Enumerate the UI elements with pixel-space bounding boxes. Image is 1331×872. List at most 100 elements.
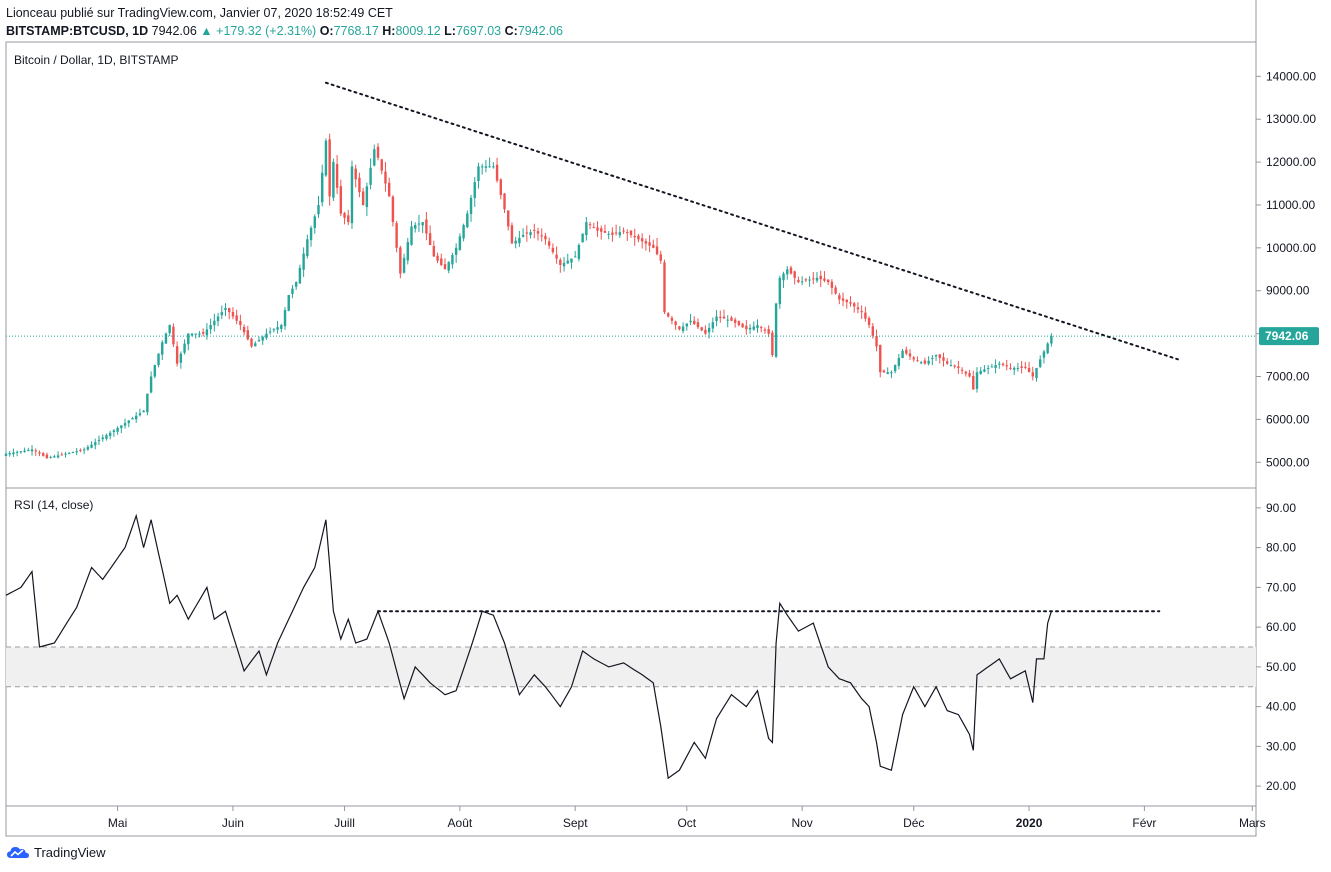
candle-up <box>566 260 569 264</box>
time-tick-label: Oct <box>677 816 696 830</box>
candle-down <box>845 299 848 303</box>
candle-down <box>231 311 235 317</box>
candle-down <box>864 312 867 319</box>
chart-header: Lionceau publié sur TradingView.com, Jan… <box>6 4 563 40</box>
candle-up <box>350 166 354 224</box>
price-trendline <box>324 81 1179 361</box>
candle-up <box>990 366 994 368</box>
candle-down <box>629 230 633 235</box>
candle-down <box>826 279 830 283</box>
candle-up <box>53 456 56 458</box>
candle-down <box>440 258 443 265</box>
candle-up <box>451 254 454 265</box>
last-price-badge <box>1259 327 1319 346</box>
candle-up <box>131 418 134 420</box>
candle-up <box>949 365 953 367</box>
candle-up <box>893 365 897 372</box>
candle-down <box>79 449 82 451</box>
price-tick-label: 12000.00 <box>1266 155 1316 169</box>
candle-up <box>97 439 101 441</box>
candle-down <box>533 229 536 231</box>
candle-up <box>108 432 112 436</box>
candle-down <box>953 365 956 367</box>
candle-up <box>161 342 164 355</box>
publish-line: Lionceau publié sur TradingView.com, Jan… <box>6 6 393 20</box>
candle-up <box>317 204 320 215</box>
candle-up <box>521 234 525 237</box>
candle-up <box>410 226 413 245</box>
candle-down <box>797 279 800 283</box>
candle-up <box>752 326 755 330</box>
candle-up <box>1050 336 1053 344</box>
candle-down <box>228 308 231 313</box>
candle-down <box>201 331 205 334</box>
candle-up <box>919 362 923 364</box>
candle-up <box>127 420 130 424</box>
candle-down <box>882 370 886 373</box>
candle-down <box>655 246 659 255</box>
candle-down <box>879 344 882 373</box>
candle-up <box>276 327 279 330</box>
candle-up <box>931 357 934 359</box>
candle-down <box>719 316 722 318</box>
candle-down <box>759 327 763 329</box>
candle-down <box>674 321 677 326</box>
candle-up <box>477 166 480 182</box>
candle-down <box>853 303 856 307</box>
candle-up <box>711 322 715 329</box>
rsi-tick-label: 50.00 <box>1266 660 1296 674</box>
candle-down <box>957 366 960 368</box>
candle-up <box>994 365 997 368</box>
cloud-logo-icon <box>7 847 29 858</box>
candle-down <box>968 373 971 377</box>
candle-down <box>499 179 503 195</box>
candle-up <box>618 232 622 236</box>
candle-up <box>12 452 15 455</box>
candle-up <box>291 288 294 294</box>
candle-up <box>778 277 782 305</box>
candle-down <box>361 191 365 205</box>
candle-up <box>1035 367 1038 379</box>
candle-down <box>730 317 733 321</box>
rsi-tick-label: 20.00 <box>1266 779 1296 793</box>
candle-up <box>19 451 23 453</box>
candle-down <box>733 319 737 323</box>
candle-up <box>1012 367 1016 370</box>
tradingview-footer[interactable]: TradingView <box>6 844 106 860</box>
candle-up <box>466 213 469 228</box>
candle-up <box>153 365 157 377</box>
candle-down <box>60 454 64 456</box>
candle-down <box>626 232 629 234</box>
candle-down <box>592 227 596 229</box>
candle-down <box>860 311 863 313</box>
candle-up <box>815 277 819 281</box>
candle-down <box>648 242 651 246</box>
candle-down <box>1001 363 1005 366</box>
candles <box>4 133 1053 459</box>
candle-down <box>696 322 700 328</box>
candle-up <box>983 369 986 372</box>
candle-down <box>387 182 391 197</box>
candle-down <box>722 316 726 319</box>
candle-up <box>68 452 71 454</box>
candle-up <box>748 327 752 330</box>
candle-up <box>94 442 97 446</box>
candle-up <box>484 166 488 168</box>
candle-up <box>168 325 171 334</box>
last-price-value: 7942.06 <box>151 24 197 38</box>
candle-down <box>510 225 514 244</box>
candle-down <box>622 230 625 232</box>
candle-up <box>447 262 450 271</box>
candle-down <box>399 247 402 274</box>
candle-down <box>34 450 37 452</box>
candle-up <box>402 257 406 273</box>
candle-up <box>101 437 104 440</box>
candle-down <box>443 264 447 270</box>
time-tick-label-year: 2020 <box>1016 816 1043 830</box>
time-tick-label: Juin <box>222 816 244 830</box>
candle-down <box>384 171 387 184</box>
candle-up <box>462 224 465 239</box>
candle-up <box>4 453 8 456</box>
candle-down <box>38 452 41 454</box>
